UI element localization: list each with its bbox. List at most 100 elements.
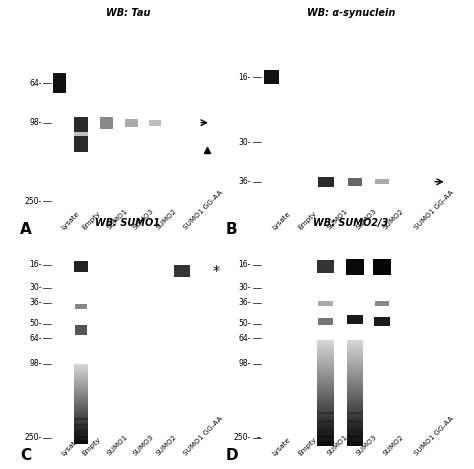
Bar [74,369,88,370]
Bar [318,418,334,420]
Bar [318,429,334,430]
Bar [346,379,363,380]
Text: 36-: 36- [238,177,251,186]
Bar [318,359,334,360]
Bar [74,414,88,415]
Bar [318,347,334,348]
Bar [318,400,334,401]
Bar [346,373,363,375]
Bar [318,388,334,389]
Bar [74,405,88,406]
Bar [318,428,334,430]
Text: Empty: Empty [297,436,317,457]
Text: WB: SUMO2/3: WB: SUMO2/3 [313,218,388,228]
Bar [74,408,88,409]
Text: 16-: 16- [29,260,42,269]
Bar [318,443,334,445]
Bar [318,355,334,356]
Bar [318,408,334,409]
Bar [346,344,363,346]
Bar [346,365,363,367]
Bar [318,370,334,371]
Bar [346,416,363,417]
Bar [74,388,88,389]
Bar [318,401,334,402]
Bar [318,415,334,416]
Bar [74,403,88,404]
Bar [318,441,334,442]
Bar [346,352,363,354]
Bar [74,424,88,425]
Bar [346,425,363,426]
Bar [74,430,88,432]
Text: 30-: 30- [238,283,251,292]
Bar [74,404,88,405]
Bar [318,416,334,417]
Bar [74,371,88,372]
Text: SUMO2: SUMO2 [155,434,178,457]
Text: 64-: 64- [29,334,42,343]
Bar [346,362,363,363]
Bar [74,393,88,394]
Text: SUMO2: SUMO2 [155,208,178,231]
Bar [318,373,334,375]
Bar [346,384,363,386]
Text: SUMO1: SUMO1 [326,434,348,457]
Bar [74,380,88,381]
Bar [74,433,88,434]
Bar [346,412,363,413]
Bar [346,431,363,433]
Bar [318,348,334,350]
Bar [346,433,363,435]
Bar [318,410,334,412]
Bar [74,426,88,427]
Bar [149,120,161,126]
Bar [346,437,363,438]
Bar [318,364,334,365]
Bar [74,430,88,431]
Text: WB: Tau: WB: Tau [106,8,150,18]
Bar [74,398,88,399]
Text: SUMO1 GG-AA: SUMO1 GG-AA [182,189,223,231]
Text: 30-: 30- [238,138,251,147]
Bar [318,412,334,415]
Bar [174,265,190,277]
Bar [74,429,88,430]
Bar [318,386,334,388]
Bar [318,442,334,443]
Bar [318,260,334,273]
Text: SUMO1 GG-AA: SUMO1 GG-AA [413,415,455,457]
Text: 16-: 16- [238,73,251,82]
Text: SUMO3: SUMO3 [132,208,155,231]
Bar [74,415,88,416]
Text: 250-: 250- [24,197,42,206]
Text: *: * [213,264,219,278]
Bar [346,439,363,441]
Text: 98-: 98- [238,359,251,368]
Bar [318,394,334,396]
Bar [75,325,87,335]
Text: SUMO1 GG-AA: SUMO1 GG-AA [182,415,223,457]
Bar [53,74,66,93]
Bar [346,348,363,350]
Bar [346,315,363,324]
Bar [346,389,363,391]
Text: 64-: 64- [238,334,251,343]
Bar [74,384,88,385]
Bar [318,426,334,428]
Bar [318,437,334,438]
Bar [346,342,363,343]
Bar [346,405,363,407]
Bar [318,438,334,441]
Bar [346,408,363,409]
Bar [318,409,334,410]
Bar [74,420,88,421]
Bar [346,402,363,404]
Bar [74,413,88,414]
Bar [74,432,88,433]
Bar [346,413,363,415]
Bar [125,119,138,127]
Bar [346,364,363,365]
Bar [346,409,363,410]
Bar [318,376,334,378]
